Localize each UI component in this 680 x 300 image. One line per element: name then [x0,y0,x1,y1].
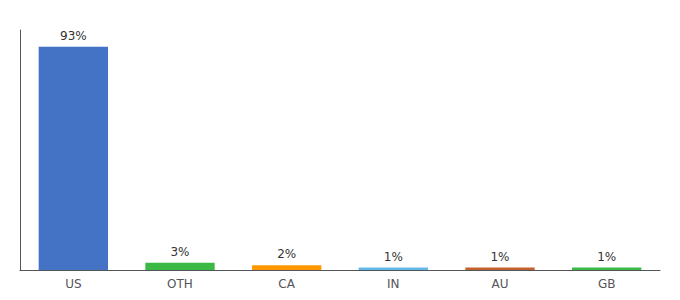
svg-text:US: US [65,277,81,291]
svg-text:2%: 2% [277,247,296,261]
svg-text:GB: GB [598,277,616,291]
svg-text:AU: AU [492,277,509,291]
svg-text:1%: 1% [597,250,616,264]
svg-text:3%: 3% [170,245,189,259]
svg-text:OTH: OTH [167,277,193,291]
svg-text:1%: 1% [490,250,509,264]
svg-text:93%: 93% [60,29,87,43]
svg-text:IN: IN [387,277,400,291]
svg-text:CA: CA [278,277,295,291]
svg-text:1%: 1% [384,250,403,264]
